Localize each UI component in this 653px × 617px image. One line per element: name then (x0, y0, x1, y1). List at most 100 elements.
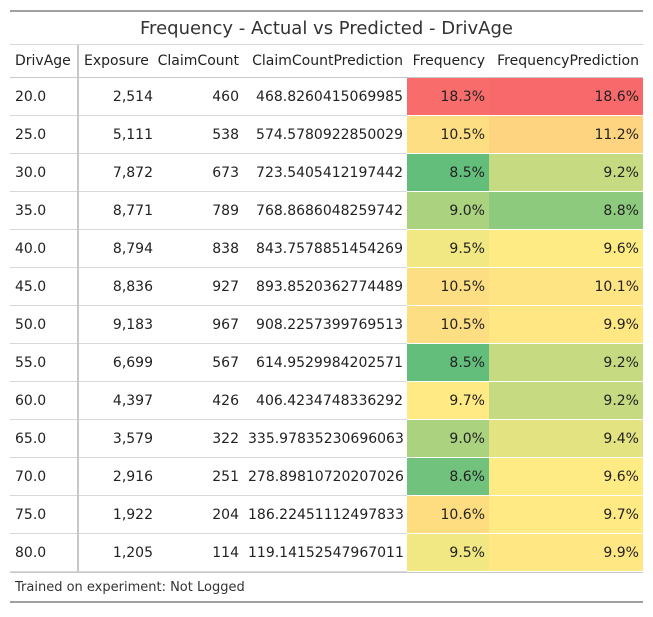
cell-claimcountprediction: 843.7578851454269 (243, 229, 407, 268)
cell-drivage: 80.0 (10, 533, 78, 572)
cell-claimcount: 538 (157, 115, 243, 154)
cell-claimcount: 322 (157, 419, 243, 458)
cell-frequency: 18.3% (407, 77, 489, 116)
col-header-exposure[interactable]: Exposure (77, 45, 157, 78)
cell-exposure: 8,836 (77, 267, 157, 306)
col-header-frequency[interactable]: Frequency (407, 45, 489, 78)
cell-frequency: 10.6% (407, 495, 489, 534)
cell-exposure: 3,579 (77, 419, 157, 458)
cell-drivage: 75.0 (10, 495, 78, 534)
cell-frequencyprediction: 9.6% (489, 229, 643, 268)
cell-frequencyprediction: 10.1% (489, 267, 643, 306)
table-row: 30.0 7,872 673 723.5405412197442 8.5% 9.2% (10, 153, 643, 192)
cell-drivage: 40.0 (10, 229, 78, 268)
cell-drivage: 45.0 (10, 267, 78, 306)
cell-claimcountprediction: 893.8520362774489 (243, 267, 407, 306)
cell-claimcountprediction: 574.5780922850029 (243, 115, 407, 154)
cell-claimcount: 114 (157, 533, 243, 572)
table-row: 65.0 3,579 322 335.97835230696063 9.0% 9.4% (10, 419, 643, 458)
col-header-frequencyprediction[interactable]: FrequencyPrediction (489, 45, 643, 78)
table-row: 20.0 2,514 460 468.8260415069985 18.3% 18.6% (10, 77, 643, 116)
cell-exposure: 4,397 (77, 381, 157, 420)
table-row: 50.0 9,183 967 908.2257399769513 10.5% 9.9% (10, 305, 643, 344)
cell-frequency: 9.5% (407, 229, 489, 268)
cell-claimcountprediction: 908.2257399769513 (243, 305, 407, 344)
table-row: 55.0 6,699 567 614.9529984202571 8.5% 9.2% (10, 343, 643, 382)
cell-drivage: 65.0 (10, 419, 78, 458)
cell-exposure: 5,111 (77, 115, 157, 154)
cell-claimcountprediction: 614.9529984202571 (243, 343, 407, 382)
cell-frequency: 8.5% (407, 153, 489, 192)
cell-claimcountprediction: 406.4234748336292 (243, 381, 407, 420)
col-header-claimcount[interactable]: ClaimCount (157, 45, 243, 78)
cell-drivage: 70.0 (10, 457, 78, 496)
top-border (10, 10, 643, 12)
cell-frequency: 9.7% (407, 381, 489, 420)
data-table: DrivAge Exposure ClaimCount ClaimCountPr… (10, 45, 643, 572)
frequency-table-visual: Frequency - Actual vs Predicted - DrivAg… (10, 10, 643, 603)
cell-claimcount: 426 (157, 381, 243, 420)
cell-frequency: 9.0% (407, 419, 489, 458)
cell-drivage: 55.0 (10, 343, 78, 382)
cell-frequencyprediction: 18.6% (489, 77, 643, 116)
cell-frequency: 8.6% (407, 457, 489, 496)
cell-exposure: 9,183 (77, 305, 157, 344)
cell-frequency: 10.5% (407, 267, 489, 306)
cell-exposure: 2,514 (77, 77, 157, 116)
table-row: 45.0 8,836 927 893.8520362774489 10.5% 10.1% (10, 267, 643, 306)
cell-claimcount: 673 (157, 153, 243, 192)
cell-drivage: 35.0 (10, 191, 78, 230)
table-row: 75.0 1,922 204 186.22451112497833 10.6% 9.7% (10, 495, 643, 534)
cell-frequencyprediction: 9.2% (489, 153, 643, 192)
cell-frequencyprediction: 9.7% (489, 495, 643, 534)
cell-exposure: 6,699 (77, 343, 157, 382)
cell-frequency: 10.5% (407, 115, 489, 154)
cell-frequency: 9.5% (407, 533, 489, 572)
cell-claimcount: 567 (157, 343, 243, 382)
col-header-drivage[interactable]: DrivAge (10, 45, 78, 78)
cell-exposure: 1,205 (77, 533, 157, 572)
cell-drivage: 30.0 (10, 153, 78, 192)
cell-claimcountprediction: 468.8260415069985 (243, 77, 407, 116)
cell-claimcountprediction: 186.22451112497833 (243, 495, 407, 534)
cell-exposure: 1,922 (77, 495, 157, 534)
cell-frequency: 8.5% (407, 343, 489, 382)
cell-drivage: 60.0 (10, 381, 78, 420)
header-row: DrivAge Exposure ClaimCount ClaimCountPr… (10, 45, 643, 78)
cell-claimcountprediction: 119.14152547967011 (243, 533, 407, 572)
cell-claimcount: 460 (157, 77, 243, 116)
cell-frequencyprediction: 9.6% (489, 457, 643, 496)
table-row: 70.0 2,916 251 278.89810720207026 8.6% 9.6% (10, 457, 643, 496)
footer-note: Trained on experiment: Not Logged (10, 572, 643, 603)
cell-frequencyprediction: 9.9% (489, 305, 643, 344)
cell-claimcount: 789 (157, 191, 243, 230)
table-row: 35.0 8,771 789 768.8686048259742 9.0% 8.8% (10, 191, 643, 230)
cell-exposure: 8,771 (77, 191, 157, 230)
cell-drivage: 20.0 (10, 77, 78, 116)
table-row: 25.0 5,111 538 574.5780922850029 10.5% 11.2% (10, 115, 643, 154)
cell-claimcount: 967 (157, 305, 243, 344)
cell-drivage: 50.0 (10, 305, 78, 344)
cell-frequencyprediction: 8.8% (489, 191, 643, 230)
cell-claimcount: 927 (157, 267, 243, 306)
cell-frequencyprediction: 9.9% (489, 533, 643, 572)
cell-drivage: 25.0 (10, 115, 78, 154)
table-body: 20.0 2,514 460 468.8260415069985 18.3% 18.6% 2… (10, 77, 643, 572)
cell-claimcountprediction: 335.97835230696063 (243, 419, 407, 458)
cell-exposure: 7,872 (77, 153, 157, 192)
cell-exposure: 8,794 (77, 229, 157, 268)
cell-frequencyprediction: 9.4% (489, 419, 643, 458)
cell-claimcount: 251 (157, 457, 243, 496)
cell-frequencyprediction: 11.2% (489, 115, 643, 154)
table-title: Frequency - Actual vs Predicted - DrivAg… (10, 12, 643, 45)
cell-claimcount: 838 (157, 229, 243, 268)
table-row: 60.0 4,397 426 406.4234748336292 9.7% 9.2% (10, 381, 643, 420)
cell-frequencyprediction: 9.2% (489, 381, 643, 420)
cell-frequency: 10.5% (407, 305, 489, 344)
col-header-claimcountprediction[interactable]: ClaimCountPrediction (243, 45, 407, 78)
cell-claimcountprediction: 768.8686048259742 (243, 191, 407, 230)
table-row: 40.0 8,794 838 843.7578851454269 9.5% 9.6% (10, 229, 643, 268)
cell-claimcountprediction: 278.89810720207026 (243, 457, 407, 496)
cell-claimcountprediction: 723.5405412197442 (243, 153, 407, 192)
table-row: 80.0 1,205 114 119.14152547967011 9.5% 9.9% (10, 533, 643, 572)
